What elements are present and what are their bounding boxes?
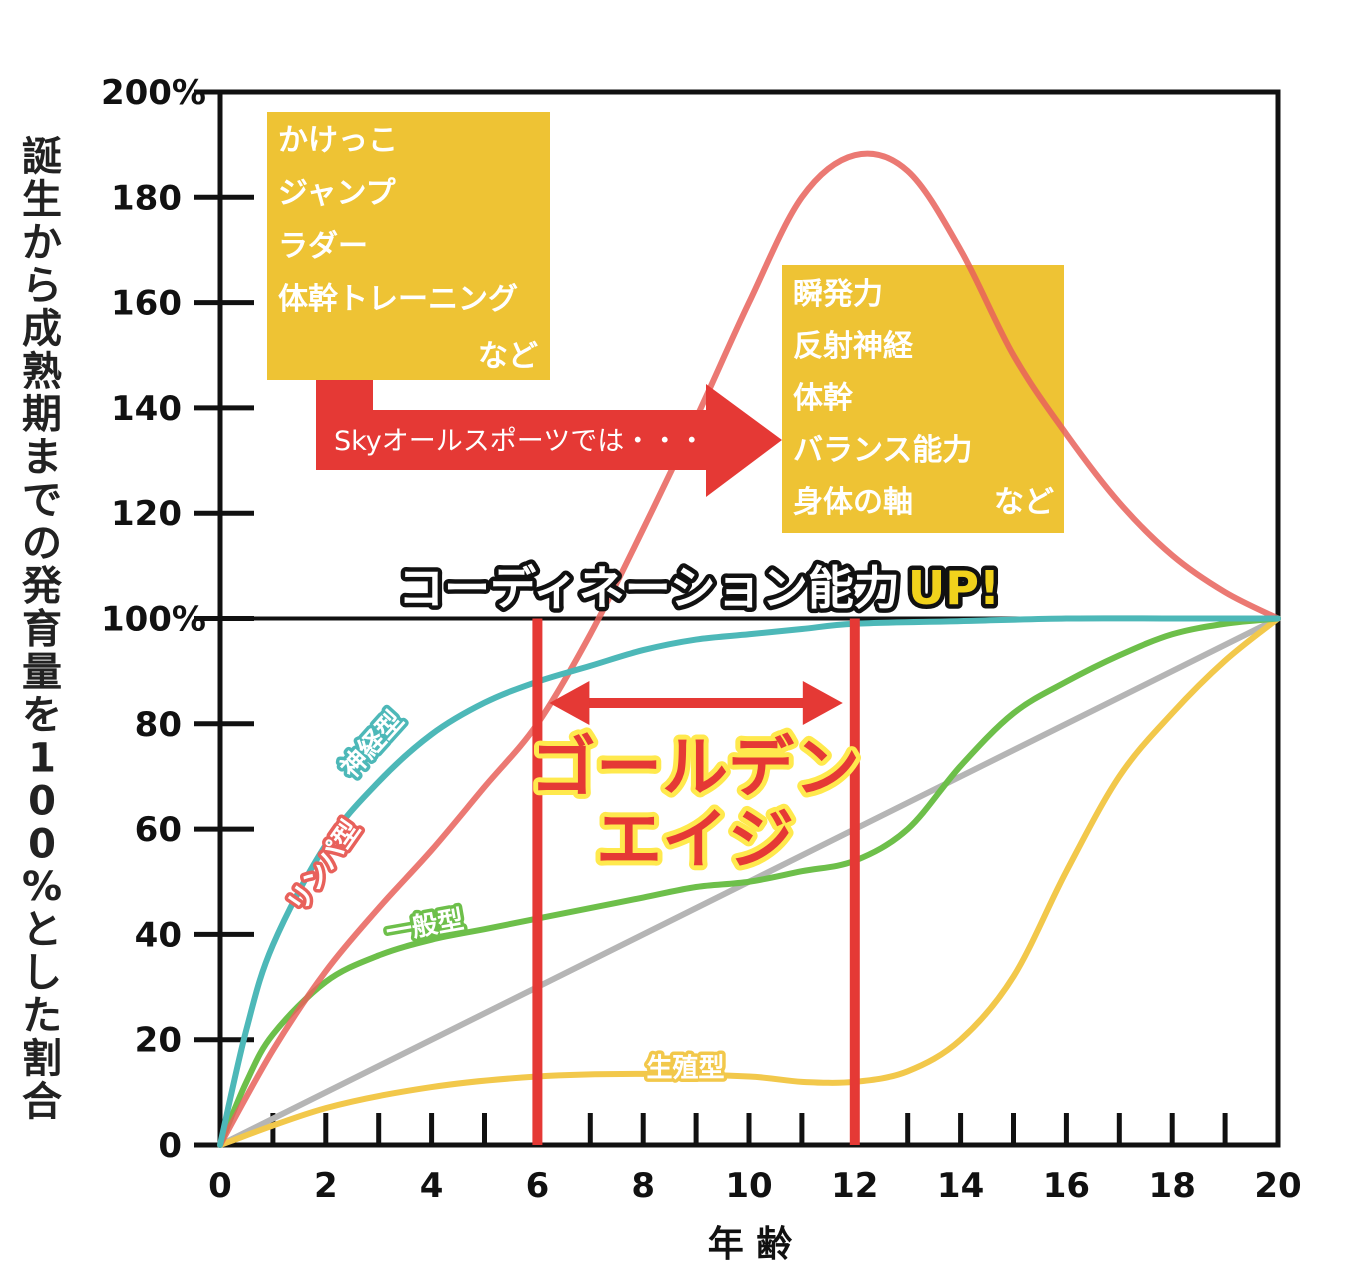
y-tick-label: 120 — [111, 494, 182, 534]
y-tick-label: 80 — [135, 705, 182, 745]
y-axis-label-char: 発 — [22, 564, 63, 610]
y-axis-label-char: 合 — [22, 1079, 62, 1125]
arrow-stem-horizontal — [316, 410, 712, 470]
x-tick-label: 6 — [526, 1166, 550, 1206]
y-axis-label-char: 育 — [22, 607, 62, 653]
y-tick-label: 100% — [101, 600, 206, 640]
right-box-item: 瞬発力 — [793, 277, 883, 312]
x-tick-label: 2 — [314, 1166, 338, 1206]
y-axis-label-char: 0 — [28, 778, 56, 824]
series-line-生殖型 — [217, 615, 1281, 1148]
x-tick-label: 12 — [831, 1166, 878, 1206]
y-axis-label-char: を — [22, 692, 62, 738]
right-box-item: 体幹 — [793, 381, 854, 416]
y-axis-label-char: 熟 — [22, 349, 62, 395]
y-axis-label-char: 誕 — [22, 134, 62, 180]
y-tick-label: 160 — [111, 284, 182, 324]
right-ability-box — [782, 265, 1064, 533]
golden-age-label: エイジ — [596, 801, 794, 878]
x-tick-label: 18 — [1149, 1166, 1196, 1206]
y-tick-label: 0 — [158, 1126, 182, 1166]
left-box-item: 体幹トレーニング — [278, 282, 518, 317]
y-axis-label-char: の — [22, 521, 62, 567]
x-tick-label: 16 — [1043, 1166, 1090, 1206]
y-axis-label-char: 成 — [22, 306, 62, 352]
coordination-banner: コーディネーション能力 UP! — [398, 561, 1000, 615]
y-axis-label-char: 1 — [28, 735, 56, 781]
curve-label: 生殖型 — [647, 1053, 725, 1084]
y-tick-label: 140 — [111, 389, 182, 429]
golden-age-end-bar — [849, 618, 860, 1145]
left-box-item: ジャンプ — [278, 176, 397, 211]
y-axis-label-char: ま — [22, 435, 62, 481]
left-activity-box — [267, 112, 550, 380]
plot-frame-layer: 0 20 40 60 80 100% 120 140 160 180 200% 0 2 4 6 8 10 12 14… — [101, 73, 1302, 1206]
curve-label: 一般型 — [384, 905, 466, 948]
series-line-一般型 — [217, 615, 1281, 1148]
right-box-item: 身体の軸 — [793, 485, 913, 520]
x-tick-label: 10 — [725, 1166, 772, 1206]
x-axis-label: 年 齢 — [708, 1224, 793, 1265]
y-tick-label: 180 — [111, 178, 182, 218]
y-axis-label-char: % — [22, 864, 62, 910]
x-tick-label: 20 — [1254, 1166, 1301, 1206]
arrow-layer: Skyオールスポーツでは・・・ — [316, 380, 782, 497]
right-box-suffix: など — [994, 485, 1054, 520]
golden-age-start-bar — [532, 618, 543, 1145]
golden-age-arrow-right-head — [802, 681, 843, 725]
series-line-リンパ型 — [217, 150, 1281, 1148]
y-axis-label-char: 割 — [22, 1036, 62, 1082]
arrow-head — [706, 384, 782, 497]
x-tick-label: 14 — [937, 1166, 984, 1206]
y-axis-label-char: と — [22, 907, 62, 953]
y-axis-label-char: し — [22, 950, 62, 996]
y-axis-label-char: 期 — [22, 392, 62, 438]
series-layer — [217, 150, 1281, 1148]
y-tick-label: 40 — [135, 915, 182, 955]
y-axis-label-char: 0 — [28, 821, 56, 867]
y-axis-label-char: で — [22, 478, 62, 524]
y-axis-label-char: 生 — [22, 177, 62, 223]
y-tick-label: 20 — [135, 1021, 182, 1061]
left-box-item: ラダー — [278, 229, 368, 264]
arrow-caption: Skyオールスポーツでは・・・ — [334, 426, 705, 457]
right-box-item: 反射神経 — [793, 329, 914, 364]
left-box-item: かけっこ — [278, 123, 398, 158]
y-axis-label-char: ら — [22, 263, 62, 309]
left-box-suffix: など — [478, 339, 538, 374]
x-tick-label: 4 — [420, 1166, 444, 1206]
x-tick-label: 0 — [208, 1166, 232, 1206]
golden-age-arrow-left-head — [549, 681, 590, 725]
y-tick-label: 60 — [135, 810, 182, 850]
golden-age-label: ゴールデン — [530, 729, 860, 806]
y-axis-label-char: 量 — [22, 649, 62, 695]
coordination-banner-up: UP! — [908, 561, 1000, 615]
curve-label: リンパ型 — [282, 815, 366, 917]
y-tick-label: 200% — [101, 73, 206, 113]
y-axis-label-char: か — [22, 220, 62, 266]
right-box-item: バランス能力 — [793, 433, 972, 468]
series-line-神経型 — [217, 615, 1281, 1148]
curve-label: 神経型 — [335, 705, 410, 784]
y-axis-label-char: た — [22, 993, 62, 1039]
x-tick-label: 8 — [631, 1166, 655, 1206]
